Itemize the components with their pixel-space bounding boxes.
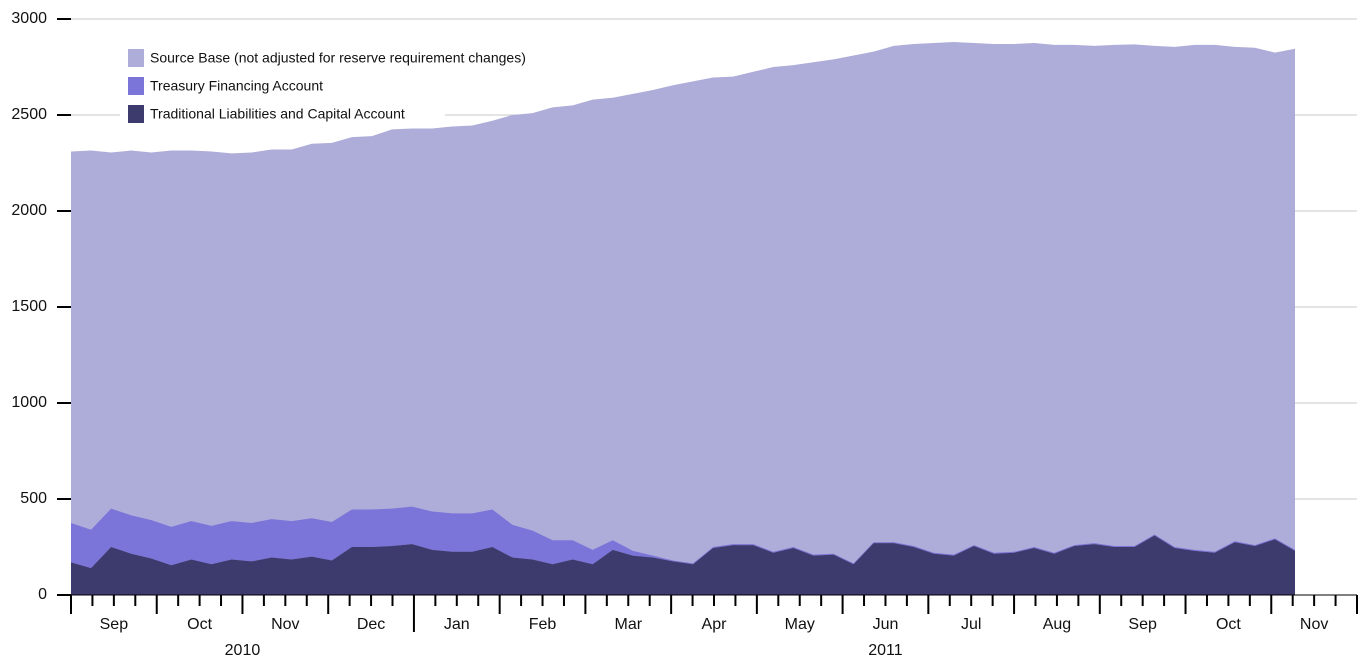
x-tick-label: May [785, 616, 815, 633]
legend-label: Source Base (not adjusted for reserve re… [150, 50, 526, 66]
legend-box [120, 42, 445, 126]
x-tick-label: Feb [529, 616, 557, 633]
x-tick-label: Aug [1043, 616, 1071, 633]
x-tick-label: Oct [187, 616, 212, 633]
x-tick-label: Sep [1128, 616, 1157, 633]
area [71, 506, 1295, 569]
area [71, 42, 1295, 596]
x-tick-label: Nov [1300, 616, 1328, 633]
x-tick-label: Dec [357, 616, 385, 633]
x-tick-label: Sep [100, 616, 129, 633]
legend-swatch [128, 49, 144, 67]
x-tick-label: Mar [614, 616, 642, 633]
y-tick-label: 0 [38, 586, 47, 603]
legend-swatch [128, 105, 144, 123]
x-tick-label: Apr [702, 616, 728, 633]
y-tick-label: 500 [20, 490, 47, 507]
y-tick-label: 1500 [11, 298, 47, 315]
legend-label: Traditional Liabilities and Capital Acco… [150, 106, 405, 122]
area [71, 535, 1295, 595]
legend-label: Treasury Financing Account [150, 78, 323, 94]
x-tick-label: Jul [961, 616, 981, 633]
y-tick-label: 2000 [11, 202, 47, 219]
x-tick-label: Jun [873, 616, 899, 633]
x-tick-label: Nov [271, 616, 299, 633]
y-tick-label: 3000 [11, 10, 47, 27]
year-label: 2011 [868, 642, 903, 659]
x-tick-label: Jan [444, 616, 470, 633]
year-label: 2010 [225, 642, 261, 659]
y-tick-label: 2500 [11, 106, 47, 123]
legend-swatch [128, 77, 144, 95]
x-tick-label: Oct [1216, 616, 1241, 633]
y-tick-label: 1000 [11, 394, 47, 411]
